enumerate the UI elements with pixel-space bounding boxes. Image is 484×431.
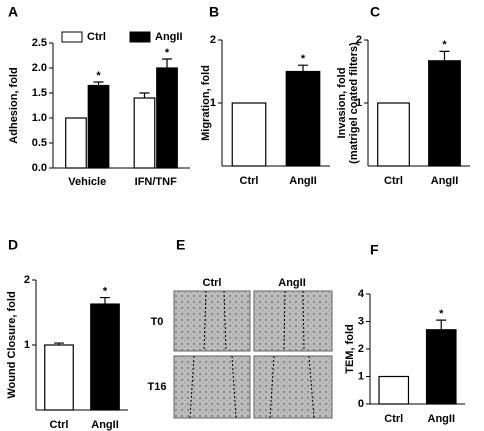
y-axis-label: (matrigel coated filters) [348, 42, 360, 164]
significance-label: * [103, 285, 108, 297]
y-axis-label: Invasion, fold [336, 68, 348, 139]
micrograph [253, 355, 333, 419]
error-bar [162, 58, 173, 68]
y-tick-label: 2 [210, 34, 216, 46]
significance-label: * [442, 39, 447, 51]
y-tick-label: 1 [24, 339, 30, 351]
error-bar [54, 342, 64, 345]
y-tick-label: 1 [210, 97, 216, 109]
error-bar [139, 92, 150, 98]
significance-label: * [165, 47, 170, 59]
y-tick-label: 1.5 [32, 87, 47, 99]
bar [44, 344, 74, 411]
x-tick-label: AngII [428, 413, 456, 425]
x-tick-label: IFN/TNF [135, 176, 177, 188]
y-tick-label: 0.5 [32, 137, 47, 149]
panel-letter: D [8, 237, 18, 253]
bar [377, 102, 410, 167]
y-tick-label: 1 [356, 97, 362, 109]
column-label: AngII [278, 277, 306, 289]
legend-swatch [129, 31, 151, 43]
bar [231, 102, 267, 167]
bar [90, 303, 120, 411]
panel-letter: E [176, 237, 185, 253]
bar [156, 67, 178, 169]
error-bar [436, 319, 447, 330]
micrograph [173, 290, 251, 352]
x-tick-label: AngII [431, 175, 459, 187]
legend-label: Ctrl [87, 31, 106, 43]
legend-swatch [61, 31, 83, 43]
micrograph [173, 355, 251, 419]
error-bar [298, 64, 308, 72]
x-tick-label: Ctrl [50, 419, 69, 431]
bar [378, 375, 410, 405]
column-label: Ctrl [203, 277, 222, 289]
y-tick-label: 3 [358, 315, 364, 327]
bar [285, 70, 321, 167]
y-tick-label: 2.0 [32, 62, 47, 74]
y-tick-label: 0.0 [32, 162, 47, 174]
error-bar [93, 81, 104, 86]
x-tick-label: Ctrl [384, 413, 403, 425]
panel-e: E Ctrl AngII T0 T16 [148, 237, 333, 419]
panel-letter: F [370, 242, 379, 258]
x-tick-label: Ctrl [384, 175, 403, 187]
y-axis-label: Adhesion, fold [8, 67, 20, 143]
significance-label: * [439, 308, 444, 320]
bar [425, 329, 457, 405]
x-tick-label: Ctrl [240, 175, 259, 187]
bar [87, 84, 110, 169]
y-tick-label: 2.5 [32, 37, 47, 49]
x-tick-label: Vehicle [68, 176, 106, 188]
y-tick-label: 0 [358, 398, 364, 410]
micrograph [253, 290, 333, 352]
y-axis-label: Wound Closure, fold [6, 291, 18, 398]
y-tick-label: 4 [358, 288, 365, 300]
panel-letter: C [370, 4, 380, 20]
y-axis-label: TEM, fold [344, 324, 356, 374]
legend-label: AngII [155, 31, 183, 43]
row-label: T16 [148, 381, 167, 393]
y-tick-label: 2 [356, 34, 362, 46]
panel-letter: A [8, 4, 18, 20]
y-tick-label: 2 [24, 274, 30, 286]
x-tick-label: AngII [91, 419, 119, 431]
bar [65, 117, 87, 169]
error-bar [439, 50, 450, 61]
bar [133, 97, 156, 169]
y-axis-label: Migration, fold [200, 65, 212, 141]
y-tick-label: 1.0 [32, 112, 47, 124]
error-bar [100, 296, 110, 305]
x-tick-label: AngII [289, 175, 317, 187]
y-tick-label: 1 [358, 370, 364, 382]
significance-label: * [301, 53, 306, 65]
panel-letter: B [209, 4, 219, 20]
bar [428, 60, 461, 167]
y-tick-label: 2 [358, 343, 364, 355]
row-label: T0 [151, 316, 164, 328]
significance-label: * [96, 70, 101, 82]
